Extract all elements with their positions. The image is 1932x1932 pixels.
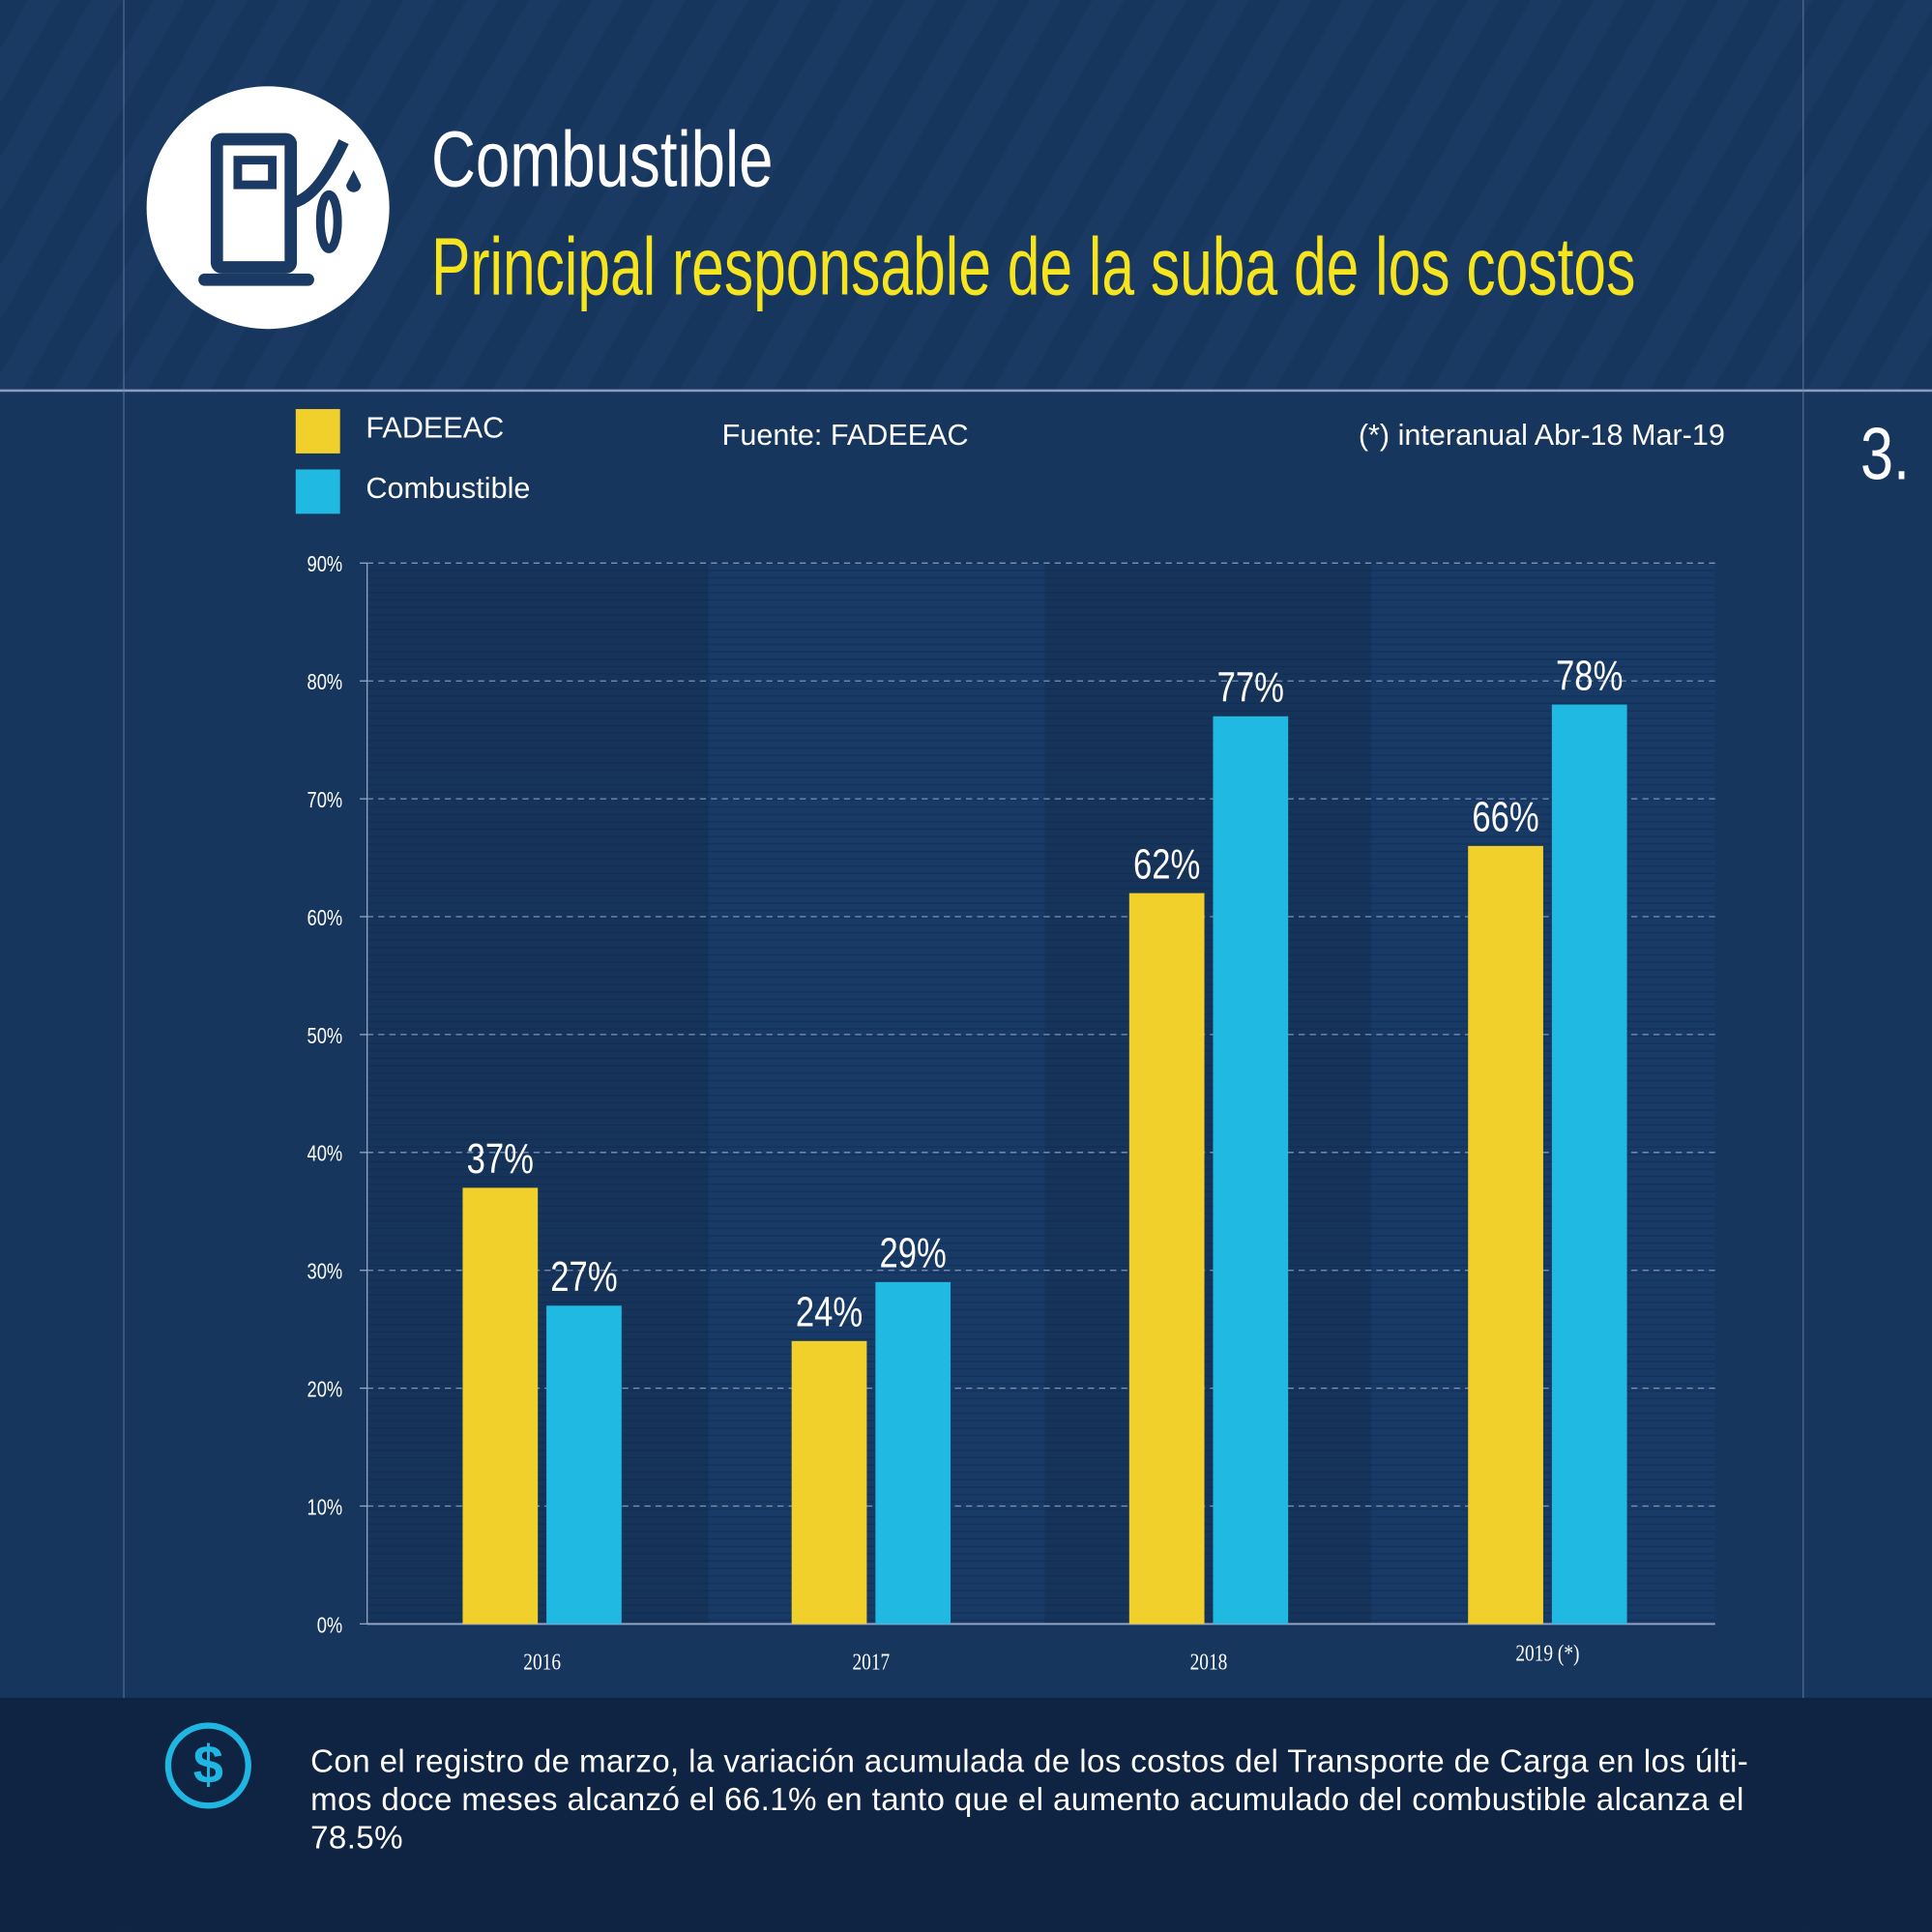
y-tick-label: 30% [307,1260,343,1284]
bar-fadeeac-2016 [462,1187,539,1625]
data-label: 77% [1217,664,1284,712]
bar-fadeeac-2018 [1128,893,1205,1625]
x-tick-label: 2016 [523,1648,561,1675]
x-tick-label: 2018 [1190,1648,1228,1675]
page-subtitle: Principal responsable de la suba de los … [430,220,1636,312]
y-tick-label: 70% [307,788,343,812]
legend-label-combustible: Combustible [366,472,531,506]
y-tick-label: 90% [307,552,343,576]
dollar-icon: $ [164,1722,251,1809]
data-label: 27% [550,1253,617,1301]
bar-chart: 0% 10% 20% 30% 40% 50% 60% 70% 80% 90% 37% 27% 2016 2… [307,552,1715,1675]
bar-combustible-2017 [875,1281,951,1625]
source-note: Fuente: FADEEAC [721,419,969,453]
frame-line-right [1802,0,1804,1932]
y-tick-label: 50% [307,1024,343,1048]
y-tick-label: 0% [317,1613,343,1637]
page-title: Combustible [430,114,774,204]
bar-combustible-2019 [1551,704,1627,1625]
y-tick-label: 10% [307,1496,343,1520]
y-tick-label: 80% [307,670,343,694]
data-label: 29% [880,1230,947,1277]
data-label: 62% [1133,841,1200,889]
period-note: (*) interanual Abr-18 Mar-19 [1358,419,1725,453]
data-label: 78% [1556,653,1623,700]
data-label: 24% [796,1289,863,1336]
frame-line-left [123,0,125,1932]
footer-text: Con el registro de marzo, la variación a… [310,1742,1749,1856]
bar-fadeeac-2019 [1468,845,1543,1625]
footer-band [0,1697,1932,1932]
legend-swatch-combustible [295,469,340,514]
x-tick-label: 2019 (*) [1515,1640,1579,1667]
y-tick-label: 20% [307,1378,343,1402]
data-label: 66% [1472,794,1538,841]
fuel-pump-icon [146,86,390,330]
x-tick-label: 2017 [853,1648,891,1675]
bar-combustible-2018 [1213,716,1289,1625]
y-tick-label: 60% [307,906,343,930]
legend-swatch-fadeeac [295,409,340,454]
bar-fadeeac-2017 [791,1340,867,1625]
bar-combustible-2016 [546,1305,622,1625]
page-number: 3. [1860,412,1911,496]
y-tick-label: 40% [307,1142,343,1166]
data-label: 37% [467,1135,534,1183]
legend-label-fadeeac: FADEEAC [366,411,505,445]
